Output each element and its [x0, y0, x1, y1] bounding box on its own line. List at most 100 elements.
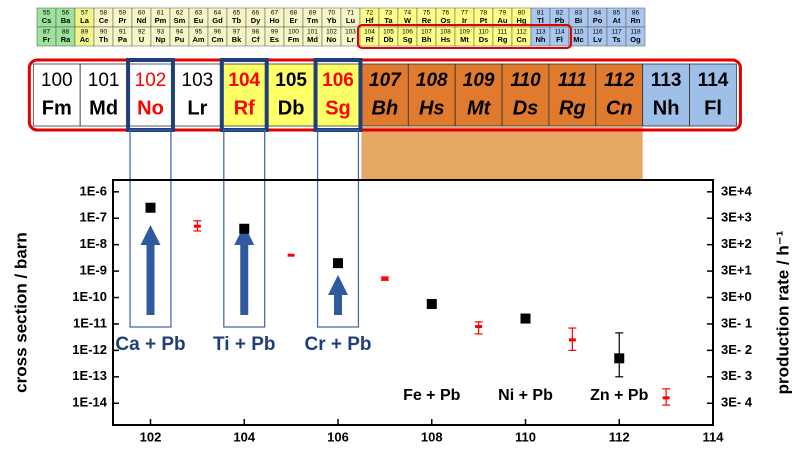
mini-symbol: No [327, 35, 337, 44]
element-symbol: No [137, 97, 164, 119]
y-tick-label: 1E-11 [73, 315, 107, 330]
mini-symbol: Sm [174, 16, 186, 25]
data-point [333, 258, 343, 269]
y2-tick-label: 3E+2 [721, 236, 752, 251]
arrow-head [234, 225, 255, 245]
mini-symbol: Rf [366, 35, 374, 44]
mini-number: 57 [81, 10, 89, 17]
mini-symbol: Fr [43, 35, 51, 44]
mini-number: 74 [404, 10, 412, 17]
arrow-shaft [146, 243, 155, 315]
mini-number: 71 [347, 10, 355, 17]
mini-number: 110 [478, 29, 489, 36]
mini-symbol: Cs [42, 16, 52, 25]
arrow-shaft [240, 243, 249, 315]
mini-number: 113 [535, 29, 546, 36]
mini-number: 118 [630, 29, 641, 36]
mini-number: 107 [421, 29, 432, 36]
data-point [662, 396, 670, 400]
mini-symbol: Ir [462, 16, 467, 25]
mini-symbol: Er [290, 16, 298, 25]
element-cell [361, 63, 409, 127]
mini-number: 89 [81, 29, 89, 36]
mini-number: 72 [366, 10, 374, 17]
mini-number: 80 [518, 10, 526, 17]
mini-number: 91 [119, 29, 127, 36]
mini-symbol: Rg [498, 35, 508, 44]
mini-symbol: Mc [573, 35, 583, 44]
mini-number: 84 [594, 10, 602, 17]
mini-number: 92 [138, 29, 146, 36]
mini-symbol: Eu [194, 16, 204, 25]
mini-symbol: Nh [536, 35, 546, 44]
mini-number: 70 [328, 10, 336, 17]
y-tick-label: 1E-7 [80, 210, 107, 225]
data-point [520, 313, 531, 324]
mini-symbol: Rn [631, 16, 641, 25]
y2-tick-label: 3E- 4 [721, 395, 753, 410]
data-point [287, 253, 295, 257]
mini-number: 66 [252, 10, 260, 17]
mini-number: 101 [307, 29, 318, 36]
mini-number: 67 [271, 10, 279, 17]
arrow-shaft [334, 293, 342, 315]
arrow-head [328, 275, 348, 295]
mini-number: 86 [632, 10, 640, 17]
mini-number: 68 [290, 10, 298, 17]
mini-number: 81 [537, 10, 545, 17]
mini-symbol: Pr [119, 16, 127, 25]
mini-symbol: Ce [99, 16, 109, 25]
element-symbol: Sg [325, 97, 351, 119]
mini-number: 77 [461, 10, 469, 17]
mini-number: 55 [43, 10, 51, 17]
mini-symbol: Lv [593, 35, 603, 44]
x-tick-label: 110 [515, 429, 536, 444]
element-symbol: Hs [419, 97, 445, 119]
mini-symbol: Es [270, 35, 279, 44]
mini-symbol: U [139, 35, 144, 44]
element-symbol: Mt [467, 97, 492, 119]
element-symbol: Lr [187, 97, 207, 119]
y-tick-label: 1E-6 [80, 183, 107, 198]
mini-symbol: W [404, 16, 412, 25]
annotation: Ni + Pb [498, 387, 553, 404]
element-symbol: Rf [234, 97, 255, 119]
mini-number: 90 [100, 29, 108, 36]
data-point [381, 277, 389, 281]
mini-number: 103 [345, 29, 356, 36]
mini-symbol: Bk [232, 35, 242, 44]
reaction-column [223, 129, 266, 328]
data-point [145, 202, 156, 213]
element-number: 111 [558, 70, 587, 91]
mini-symbol: Bi [575, 16, 583, 25]
mini-symbol: Hs [441, 35, 451, 44]
mini-symbol: Cf [252, 35, 260, 44]
element-symbol: Ds [513, 97, 539, 119]
mini-number: 108 [440, 29, 451, 36]
element-cell [220, 63, 269, 127]
element-number: 100 [41, 70, 73, 91]
mini-symbol: Tm [307, 16, 319, 25]
annotation: Ca + Pb [115, 334, 185, 355]
mini-symbol: Yb [327, 16, 337, 25]
orange-band [361, 127, 643, 180]
mini-number: 105 [383, 29, 394, 36]
mini-number: 115 [573, 29, 584, 36]
data-point [475, 325, 483, 329]
annotation: Cr + Pb [304, 334, 371, 355]
mini-highlight [357, 24, 572, 49]
element-number: 103 [182, 70, 214, 91]
mini-number: 94 [176, 29, 184, 36]
mini-symbol: Dy [251, 16, 261, 25]
mini-number: 112 [516, 29, 527, 36]
x-tick-label: 106 [327, 429, 349, 444]
mini-symbol: Re [422, 16, 432, 25]
element-symbol: Rg [559, 97, 586, 119]
data-point [426, 298, 437, 309]
mini-symbol: Th [99, 35, 109, 44]
mini-symbol: Fl [556, 35, 563, 44]
y2-tick-label: 3E+0 [721, 289, 752, 304]
mini-symbol: Pm [155, 16, 167, 25]
mini-symbol: Tl [537, 16, 544, 25]
